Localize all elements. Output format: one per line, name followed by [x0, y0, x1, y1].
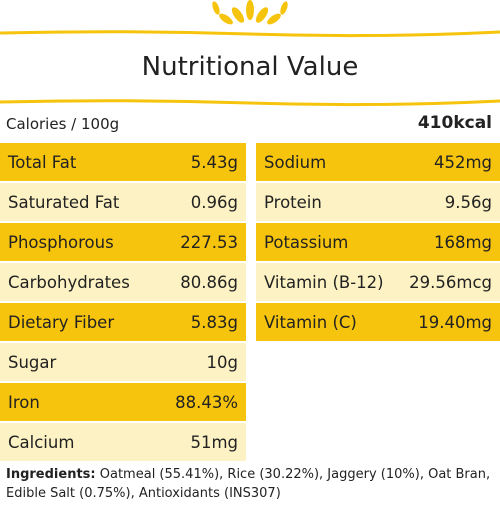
decoration	[0, 0, 500, 107]
nutrient-value: 227.53	[180, 232, 238, 252]
nutrient-name: Vitamin (C)	[264, 312, 357, 332]
nutrient-value: 19.40mg	[418, 312, 492, 332]
calories-value: 410kcal	[417, 113, 492, 133]
nutrient-name: Carbohydrates	[8, 272, 130, 292]
table-row: Sugar 10g	[0, 343, 246, 381]
nutrient-name: Sugar	[8, 352, 57, 372]
nutrient-value: 5.83g	[190, 312, 238, 332]
table-row: Saturated Fat 0.96g	[0, 183, 246, 221]
nutrient-value: 51mg	[190, 432, 238, 452]
table-row: Dietary Fiber 5.83g	[0, 303, 246, 341]
nutrient-name: Iron	[8, 392, 40, 412]
table-row: Vitamin (C) 19.40mg	[256, 303, 500, 341]
nutrient-name: Calcium	[8, 432, 75, 452]
nutrient-value: 88.43%	[175, 392, 238, 412]
calories-label: Calories / 100g	[6, 115, 120, 133]
nutrient-name: Sodium	[264, 152, 327, 172]
table-row: Phosphorous 227.53	[0, 223, 246, 261]
nutrient-value: 452mg	[433, 152, 492, 172]
nutrient-value: 10g	[206, 352, 238, 372]
nutrient-value: 9.56g	[444, 192, 492, 212]
title: Nutritional Value	[141, 52, 359, 82]
nutrient-value: 5.43g	[190, 152, 238, 172]
table-row: Total Fat 5.43g	[0, 143, 246, 181]
table-row: Calcium 51mg	[0, 423, 246, 461]
ingredients-text: Oatmeal (55.41%), Rice (30.22%), Jaggery…	[6, 467, 491, 501]
table-row: Carbohydrates 80.86g	[0, 263, 246, 301]
table-row: Sodium 452mg	[256, 143, 500, 181]
nutrient-value: 0.96g	[190, 192, 238, 212]
nutrient-name: Protein	[264, 192, 322, 212]
nutrient-name: Phosphorous	[8, 232, 114, 252]
nutrient-name: Total Fat	[8, 152, 77, 172]
ingredients: Ingredients: Oatmeal (55.41%), Rice (30.…	[6, 465, 494, 503]
nutrient-name: Saturated Fat	[8, 192, 120, 212]
table-row: Potassium 168mg	[256, 223, 500, 261]
table-row: Vitamin (B-12) 29.56mcg	[256, 263, 500, 301]
table-row: Iron 88.43%	[0, 383, 246, 421]
nutrient-value: 80.86g	[180, 272, 238, 292]
nutrient-value: 168mg	[433, 232, 492, 252]
ingredients-label: Ingredients:	[6, 467, 96, 482]
nutrient-name: Dietary Fiber	[8, 312, 115, 332]
nutrient-name: Potassium	[264, 232, 349, 252]
nutrient-name: Vitamin (B-12)	[264, 272, 384, 292]
nutrient-value: 29.56mcg	[409, 272, 492, 292]
table-row: Protein 9.56g	[256, 183, 500, 221]
